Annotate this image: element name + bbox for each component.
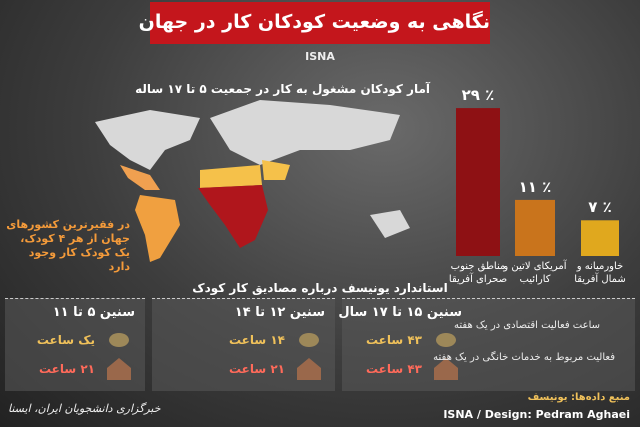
credit: ISNA / Design: Pedram Aghaei: [443, 408, 630, 421]
world-map: [95, 100, 410, 262]
bar: [515, 199, 555, 256]
bar: [456, 108, 500, 256]
age-label: سنین ۱۲ تا ۱۴: [234, 305, 325, 320]
brand: ISNA: [305, 50, 335, 63]
title: نگاهی به وضعیت کودکان کار در جهان: [139, 2, 490, 44]
source: منبع داده‌ها: یونیسف: [527, 392, 630, 403]
logo: خبرگزاری دانشجویان ایران، ایسنا: [8, 402, 161, 415]
economic-hours: یک ساعت: [36, 333, 95, 347]
age-label: سنین ۱۵ تا ۱۷ سال: [338, 305, 462, 320]
legend-economic: ساعت فعالیت اقتصادی در یک هفته: [454, 320, 600, 331]
age-card: [5, 298, 145, 391]
economic-hours: ۱۴ ساعت: [228, 333, 285, 347]
age-card: [342, 298, 635, 391]
chart-title: آمار کودکان مشغول به کار در جمعیت ۵ تا ۱…: [135, 82, 430, 96]
legend-domestic: فعالیت مربوط به خدمات خانگی در یک هفته: [433, 352, 615, 363]
category-label: مناطق جنوب صحرای آفریقا: [448, 261, 508, 285]
domestic-hours: ۴۳ ساعت: [365, 362, 422, 376]
domestic-hours: ۲۱ ساعت: [228, 362, 285, 376]
map-note: در فقیرترین کشورهای جهان از هر ۴ کودک، ی…: [6, 218, 130, 273]
economic-hours: ۴۳ ساعت: [365, 333, 422, 347]
age-card: [152, 298, 335, 391]
value-label: ٪ ۱۱: [518, 177, 552, 196]
category-label: خاورمیانه و شمال آفریقا: [574, 261, 626, 285]
value-label: ٪ ۷: [588, 198, 612, 217]
value-label: ٪ ۲۹: [461, 86, 495, 105]
domestic-hours: ۲۱ ساعت: [38, 362, 95, 376]
bar: [581, 220, 619, 256]
category-label: آمریکای لاتین و کارائیب: [503, 261, 567, 285]
section-title: استاندارد یونیسف درباره مصادیق کار کودک: [192, 281, 448, 295]
age-label: سنین ۵ تا ۱۱: [52, 305, 135, 320]
